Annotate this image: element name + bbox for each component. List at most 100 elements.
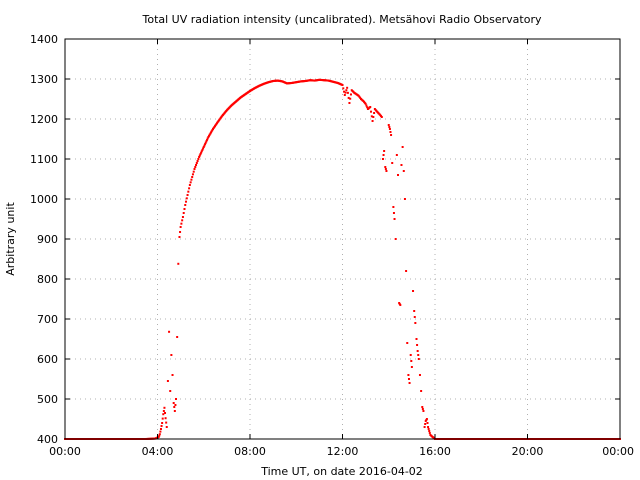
data-point (412, 290, 415, 292)
data-point (169, 390, 172, 392)
data-point (186, 194, 189, 196)
data-point-fill (190, 178, 193, 181)
y-axis: 400 500 600 700 800 900 1000 1100 1200 1300 1400 (30, 33, 620, 446)
x-tick-label: 12:00 (327, 445, 359, 458)
data-point-fill (407, 378, 410, 380)
data-point (173, 410, 176, 412)
data-point-fill (174, 404, 177, 406)
data-point (405, 270, 408, 272)
x-tick-label: 00:00 (49, 445, 81, 458)
data-point (158, 433, 161, 436)
data-point-fill (206, 137, 209, 140)
data-point-fill (417, 354, 420, 356)
data-point (381, 158, 384, 160)
data-point-fill (182, 212, 185, 214)
data-point (385, 170, 388, 172)
data-point-fill (366, 106, 369, 109)
data-point (179, 226, 182, 228)
data-point (171, 374, 174, 376)
x-tick-label: 16:00 (419, 445, 451, 458)
data-point-fill (210, 131, 213, 134)
y-tick-label: 600 (37, 353, 58, 366)
data-point-fill (210, 130, 213, 133)
data-point (184, 204, 187, 206)
data-point (371, 120, 374, 122)
data-point-fill (183, 208, 186, 210)
data-point (380, 116, 383, 118)
data-point (195, 162, 198, 164)
data-point (166, 380, 169, 382)
data-point (406, 342, 409, 344)
data-point (425, 418, 428, 420)
y-tick-label: 800 (37, 273, 58, 286)
data-point-fill (410, 360, 413, 362)
y-tick-label: 1300 (30, 73, 58, 86)
data-point-fill (373, 112, 376, 114)
data-point-fill (164, 412, 167, 414)
data-point-fill (206, 138, 209, 141)
data-point (390, 134, 393, 136)
data-point (163, 406, 166, 409)
data-point-fill (349, 97, 352, 100)
data-point-fill (188, 187, 191, 190)
data-point-fill (344, 91, 347, 94)
data-point-fill (205, 140, 208, 143)
data-point-fill (185, 197, 188, 200)
data-point-fill (158, 434, 161, 437)
data-point-fill (421, 408, 424, 410)
data-point (418, 374, 421, 376)
data-point (369, 106, 372, 108)
data-point (423, 426, 426, 428)
data-point (175, 398, 177, 400)
data-point (393, 218, 396, 220)
data-point (415, 338, 418, 340)
data-point (165, 426, 168, 428)
y-tick-label: 1400 (30, 33, 58, 46)
data-point-fill (209, 132, 212, 135)
data-point (181, 216, 184, 218)
data-point-fill (208, 133, 211, 136)
data-point-fill (389, 131, 392, 133)
data-point (387, 124, 390, 126)
y-tick-label: 1100 (30, 153, 58, 166)
data-point-fill (162, 410, 165, 412)
data-point (408, 382, 411, 384)
data-point (407, 374, 410, 376)
data-point (193, 168, 196, 170)
data-point (341, 84, 344, 86)
data-point (400, 164, 403, 166)
data-point-fill (392, 212, 395, 214)
data-point (176, 336, 179, 338)
data-point (422, 410, 425, 412)
data-point-fill (197, 158, 200, 160)
data-point (388, 128, 391, 130)
data-point-fill (202, 147, 205, 150)
data-point-fill (342, 87, 345, 90)
data-point-fill (191, 173, 194, 176)
data-point-fill (195, 164, 198, 166)
x-tick-label: 08:00 (234, 445, 266, 458)
data-point (159, 428, 162, 430)
data-point (162, 413, 165, 416)
data-point-fill (179, 231, 182, 233)
data-point (420, 390, 423, 392)
y-tick-label: 400 (37, 433, 58, 446)
data-point-fill (194, 166, 197, 168)
y-tick-label: 700 (37, 313, 58, 326)
data-point-fill (211, 129, 214, 132)
data-point-fill (192, 170, 195, 173)
y-tick-label: 1000 (30, 193, 58, 206)
data-point-fill (173, 406, 176, 408)
data-point (413, 310, 416, 312)
data-point-fill (426, 422, 429, 424)
data-point (410, 366, 413, 368)
data-point-fill (349, 93, 352, 96)
data-point (384, 166, 387, 168)
data-point (157, 436, 160, 438)
y-axis-label: Arbitrary unit (4, 202, 17, 276)
data-point (161, 422, 164, 424)
data-point (348, 102, 351, 104)
data-point-fill (346, 91, 349, 94)
chart-title: Total UV radiation intensity (uncalibrat… (142, 13, 542, 26)
